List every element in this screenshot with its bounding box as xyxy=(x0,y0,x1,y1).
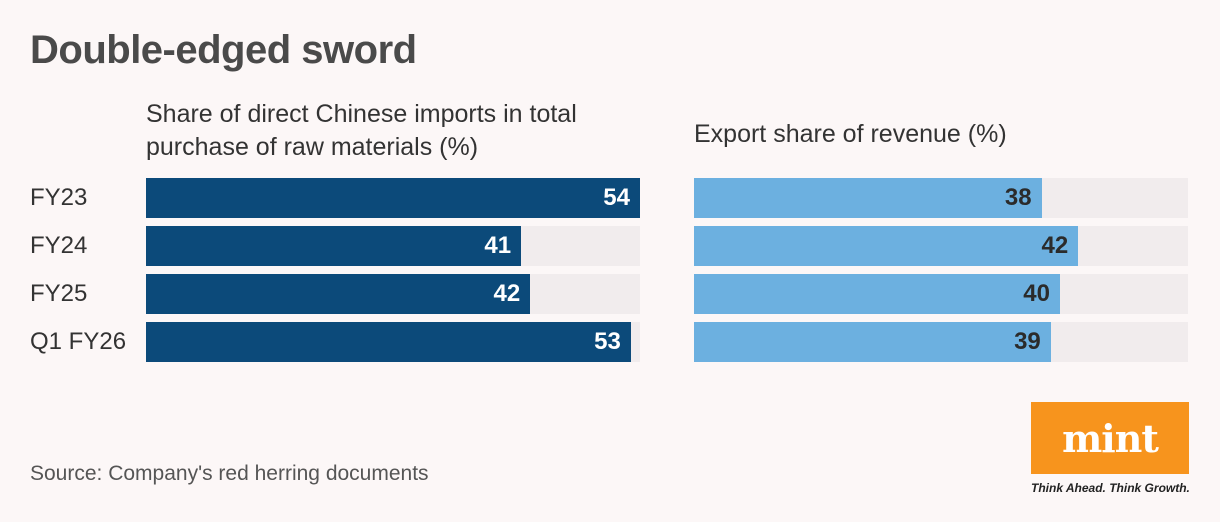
bar-track: 42 xyxy=(146,274,640,314)
bar: 42 xyxy=(694,226,1079,266)
logo-tagline: Think Ahead. Think Growth. xyxy=(1031,481,1190,495)
category-label: FY25 xyxy=(30,280,88,307)
data-label: 41 xyxy=(484,232,512,259)
bar-track: 38 xyxy=(694,178,1188,218)
category-label: FY24 xyxy=(30,232,88,259)
bar: 41 xyxy=(146,226,522,266)
data-label: 53 xyxy=(594,328,621,355)
bar: 38 xyxy=(694,178,1042,218)
data-label: 54 xyxy=(603,184,630,211)
mint-logo: mint xyxy=(1031,402,1189,474)
category-label: FY23 xyxy=(30,184,88,211)
chart-title: Double-edged sword xyxy=(30,28,417,72)
bar: 40 xyxy=(694,274,1060,314)
bar: 42 xyxy=(146,274,531,314)
source-note: Source: Company's red herring documents xyxy=(30,462,429,485)
category-label: Q1 FY26 xyxy=(30,328,127,355)
data-label: 38 xyxy=(1004,184,1032,211)
data-label: 42 xyxy=(1041,232,1069,259)
bar-track: 40 xyxy=(694,274,1188,314)
bar-track: 41 xyxy=(146,226,640,266)
data-label: 40 xyxy=(1023,280,1050,307)
left-chart-title: Share of direct Chinese imports in total… xyxy=(146,100,577,161)
bar-track: 53 xyxy=(146,322,640,362)
bar-track: 42 xyxy=(694,226,1188,266)
bar-track: 39 xyxy=(694,322,1188,362)
bar: 54 xyxy=(146,178,640,218)
bar: 39 xyxy=(694,322,1051,362)
data-label: 42 xyxy=(493,280,521,307)
data-label: 39 xyxy=(1014,328,1041,355)
bar-track: 54 xyxy=(146,178,640,218)
right-chart-title: Export share of revenue (%) xyxy=(694,120,1007,148)
bar: 53 xyxy=(146,322,631,362)
